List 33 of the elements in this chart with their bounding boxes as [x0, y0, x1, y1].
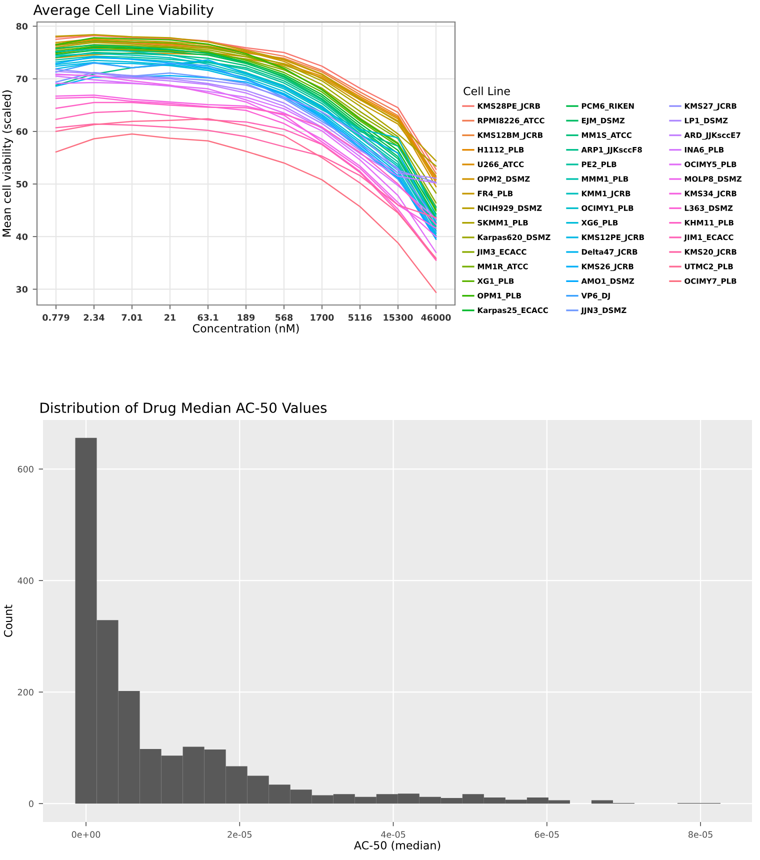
- y-tick-label: 400: [18, 577, 34, 584]
- x-tick-label: 0.779: [42, 314, 70, 321]
- y-tick-label: 50: [16, 180, 28, 188]
- y-axis-title: Count: [4, 604, 12, 637]
- x-tick-label: 4e-05: [381, 831, 406, 838]
- x-tick-label: 8e-05: [688, 831, 712, 838]
- x-tick-label: 46000: [421, 314, 451, 321]
- y-tick-label: 200: [18, 688, 34, 696]
- y-tick-label: 60: [16, 128, 28, 135]
- y-tick-label: 80: [16, 23, 28, 30]
- x-tick-label: 568: [276, 314, 293, 321]
- y-tick-label: 30: [16, 286, 28, 293]
- x-tick-label: 2e-05: [228, 831, 252, 838]
- y-tick-label: 70: [16, 76, 28, 82]
- legend-title: Cell Line: [464, 86, 510, 96]
- y-tick-label: 0: [28, 800, 34, 808]
- chart-title: Average Cell Line Viability: [33, 4, 214, 18]
- x-tick-label: 2.34: [84, 314, 104, 321]
- x-tick-label: 15300: [384, 314, 413, 321]
- x-axis-title: AC-50 (median): [354, 840, 440, 851]
- x-tick-label: 1700: [310, 314, 334, 321]
- x-tick-label: 6e-05: [534, 831, 559, 838]
- x-tick-label: 21: [164, 314, 176, 321]
- chart-title: Distribution of Drug Median AC-50 Values: [40, 402, 327, 416]
- x-tick-label: 189: [238, 314, 255, 321]
- x-tick-label: 0e+00: [72, 831, 100, 838]
- x-tick-label: 63.1: [198, 314, 218, 321]
- y-axis-title: Mean cell viability (scaled): [2, 90, 14, 236]
- x-axis-title: Concentration (nM): [192, 324, 299, 334]
- x-tick-label: 5116: [348, 314, 372, 321]
- y-tick-label: 40: [16, 233, 28, 240]
- x-tick-label: 7.01: [122, 314, 142, 321]
- y-tick-label: 600: [18, 466, 34, 473]
